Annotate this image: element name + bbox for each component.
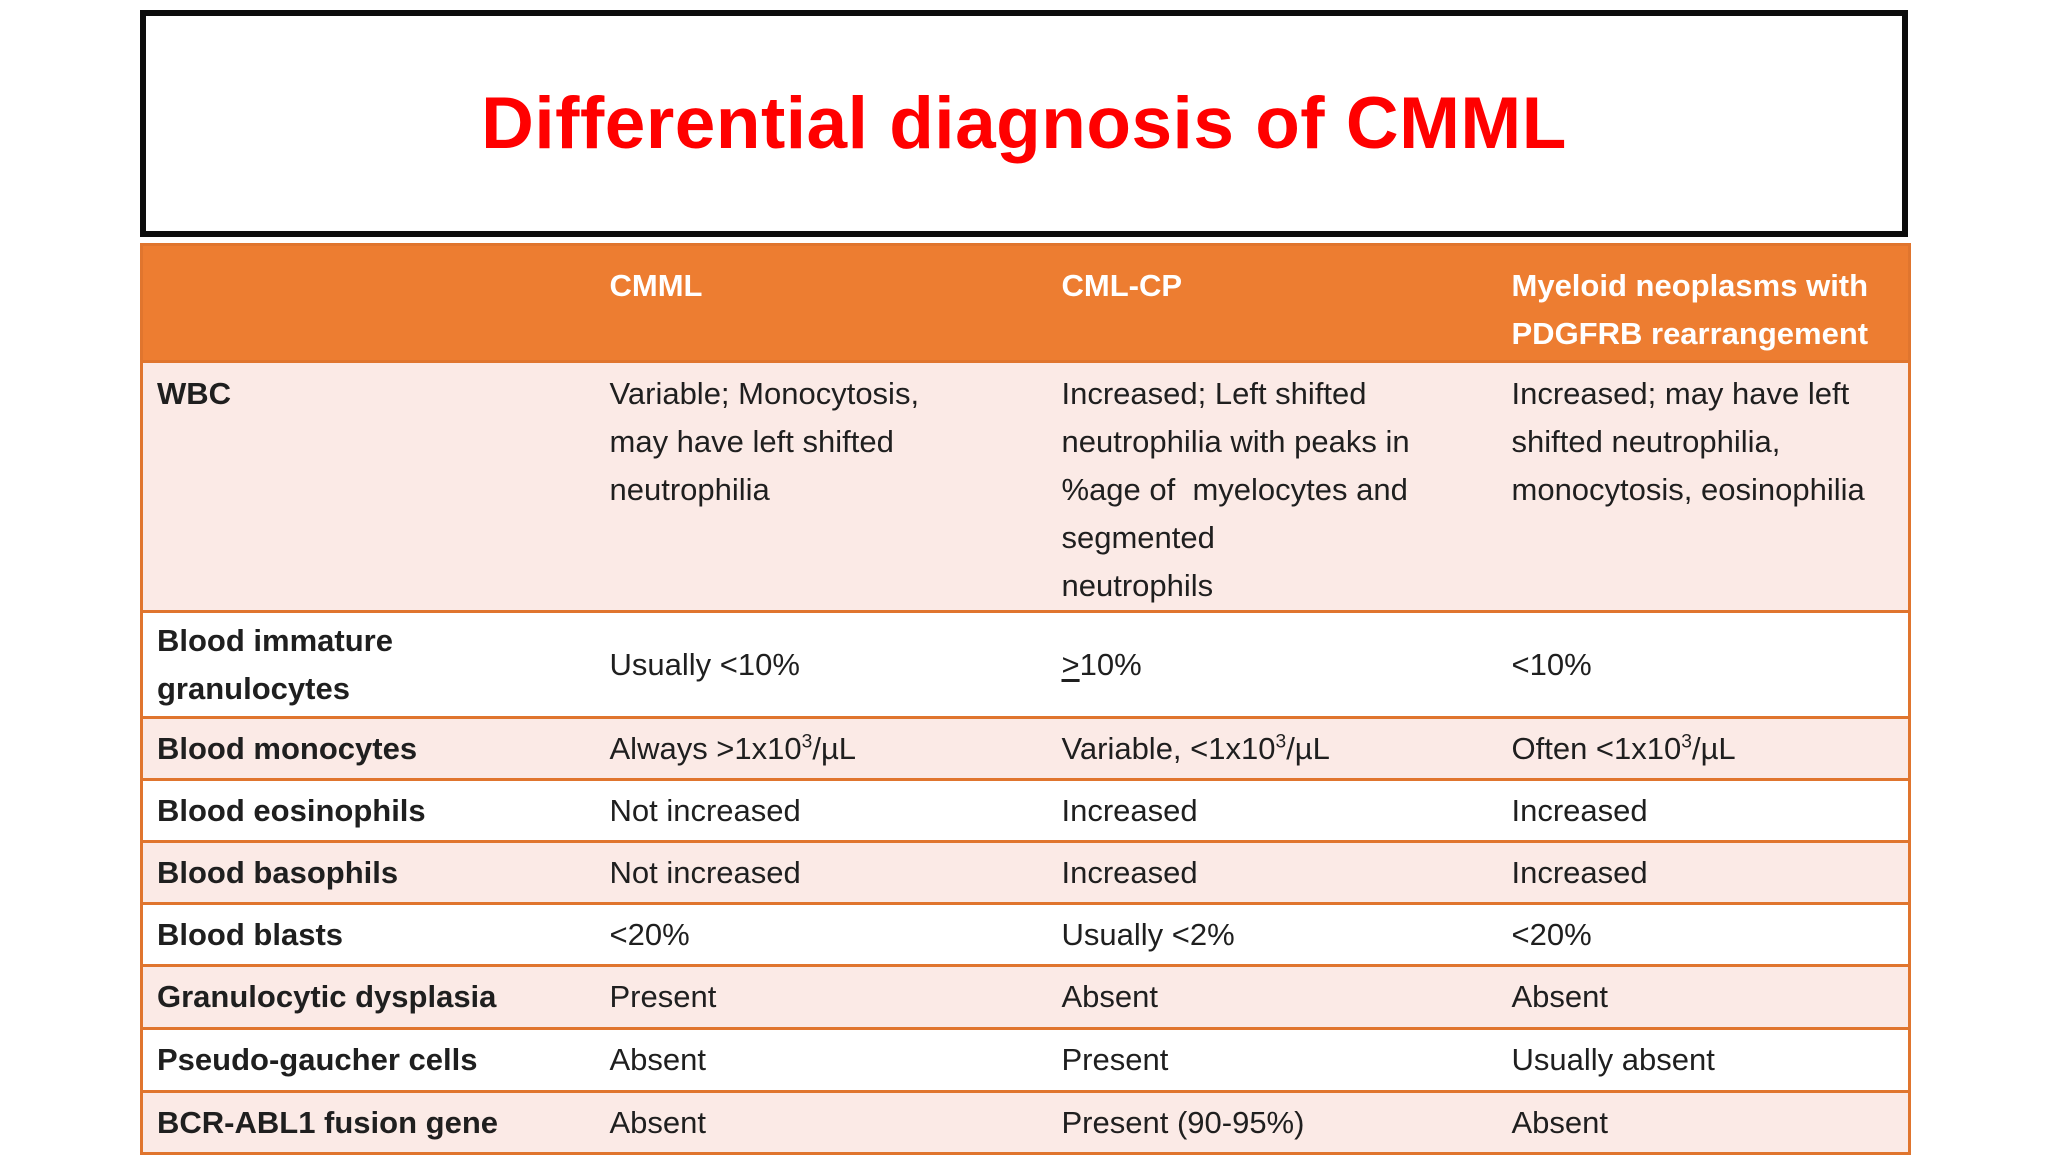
cell-text-run: 3: [801, 731, 813, 753]
table-row-pseudo-gaucher-cells: Pseudo-gaucher cells Absent Present Usually…: [141, 1027, 1910, 1093]
table-row-blood-monocytes: Blood monocytes Always >1x103/µL Variable,…: [141, 716, 1910, 781]
table-cell: Absent: [1047, 964, 1498, 1030]
table-cell: >10%: [1047, 610, 1498, 719]
row-label-blood-monocytes: Blood monocytes: [141, 716, 596, 781]
table-cell: Always >1x103/µL: [595, 716, 1048, 781]
column-header-myeloid-neoplasms-with-pdgfrb-rearrangement: Myeloid neoplasms with PDGFRB rearrangem…: [1497, 243, 1910, 363]
title-box: Differential diagnosis of CMML: [140, 10, 1908, 237]
row-label-bcr-abl1-fusion-gene: BCR-ABL1 fusion gene: [141, 1090, 596, 1155]
cell-text-run: 3: [1275, 731, 1287, 753]
table-cell: Absent: [1497, 964, 1910, 1030]
table-cell: Not increased: [595, 778, 1048, 843]
diagnosis-table: CMML CML-CP Myeloid neoplasms with PDGFRB …: [140, 243, 1911, 1155]
table-cell: Increased: [1047, 840, 1498, 905]
row-label-pseudo-gaucher-cells: Pseudo-gaucher cells: [141, 1027, 596, 1093]
cell-text-run: Always >1x10: [609, 730, 802, 766]
table-row-bcr-abl1-fusion-gene: BCR-ABL1 fusion gene Absent Present (90-95…: [141, 1090, 1910, 1155]
table-header: CMML CML-CP Myeloid neoplasms with PDGFRB …: [141, 243, 1910, 363]
slide-title: Differential diagnosis of CMML: [481, 83, 1567, 164]
table-cell: Not increased: [595, 840, 1048, 905]
table-cell: Increased: [1047, 778, 1498, 843]
cell-text-run: 10%: [1079, 646, 1142, 682]
table-cell: Absent: [595, 1027, 1048, 1093]
table-cell: Increased; may have left shifted neutrop…: [1497, 360, 1910, 613]
cell-text-run: 3: [1681, 731, 1692, 753]
cell-text-run: Often <1x10: [1511, 730, 1682, 766]
table-row-wbc: WBC Variable; Monocytosis, may have left …: [141, 360, 1910, 613]
table-cell: Present (90-95%): [1047, 1090, 1498, 1155]
table-cell: Increased; Left shifted neutrophilia wit…: [1047, 360, 1498, 613]
table-row-blood-basophils: Blood basophils Not increased Increased Inc…: [141, 840, 1910, 905]
row-label-blood-blasts: Blood blasts: [141, 902, 596, 967]
table-cell: Present: [595, 964, 1048, 1030]
table-cell: Present: [1047, 1027, 1498, 1093]
table-cell: Absent: [595, 1090, 1048, 1155]
row-label-blood-immature-granulocytes: Blood immature granulocytes: [141, 610, 596, 719]
table-cell: Usually <2%: [1047, 902, 1498, 967]
cell-text-run: /µL: [1691, 730, 1736, 766]
table-cell: Increased: [1497, 778, 1910, 843]
table-cell: <10%: [1497, 610, 1910, 719]
cell-text-run: /µL: [812, 730, 857, 766]
table-row-granulocytic-dysplasia: Granulocytic dysplasia Present Absent Absen…: [141, 964, 1910, 1030]
table-cell: Variable; Monocytosis, may have left shi…: [595, 360, 1048, 613]
table-cell: <20%: [1497, 902, 1910, 967]
table-cell: Variable, <1x103/µL: [1047, 716, 1498, 781]
table-cell: <20%: [595, 902, 1048, 967]
table-cell: Usually <10%: [595, 610, 1048, 719]
header-row: CMML CML-CP Myeloid neoplasms with PDGFRB …: [141, 243, 1910, 363]
table-body: WBC Variable; Monocytosis, may have left …: [141, 360, 1910, 1155]
column-header-blank: [141, 243, 596, 363]
table-cell: Usually absent: [1497, 1027, 1910, 1093]
table-cell: Increased: [1497, 840, 1910, 905]
cell-text-run: /µL: [1286, 730, 1330, 766]
table-row-blood-eosinophils: Blood eosinophils Not increased Increased I…: [141, 778, 1910, 843]
cell-text-run: >: [1061, 646, 1080, 682]
column-header-cmml: CMML: [595, 243, 1048, 363]
table-cell: Absent: [1497, 1090, 1910, 1155]
cell-text-run: Variable, <1x10: [1061, 730, 1276, 766]
table-row-blood-immature-granulocytes: Blood immature granulocytes Usually <10% >…: [141, 610, 1910, 719]
row-label-blood-basophils: Blood basophils: [141, 840, 596, 905]
table-cell: Often <1x103/µL: [1497, 716, 1910, 781]
column-header-cml-cp: CML-CP: [1047, 243, 1498, 363]
row-label-blood-eosinophils: Blood eosinophils: [141, 778, 596, 843]
table-row-blood-blasts: Blood blasts <20% Usually <2% <20%: [141, 902, 1910, 967]
row-label-granulocytic-dysplasia: Granulocytic dysplasia: [141, 964, 596, 1030]
row-label-wbc: WBC: [141, 360, 596, 613]
